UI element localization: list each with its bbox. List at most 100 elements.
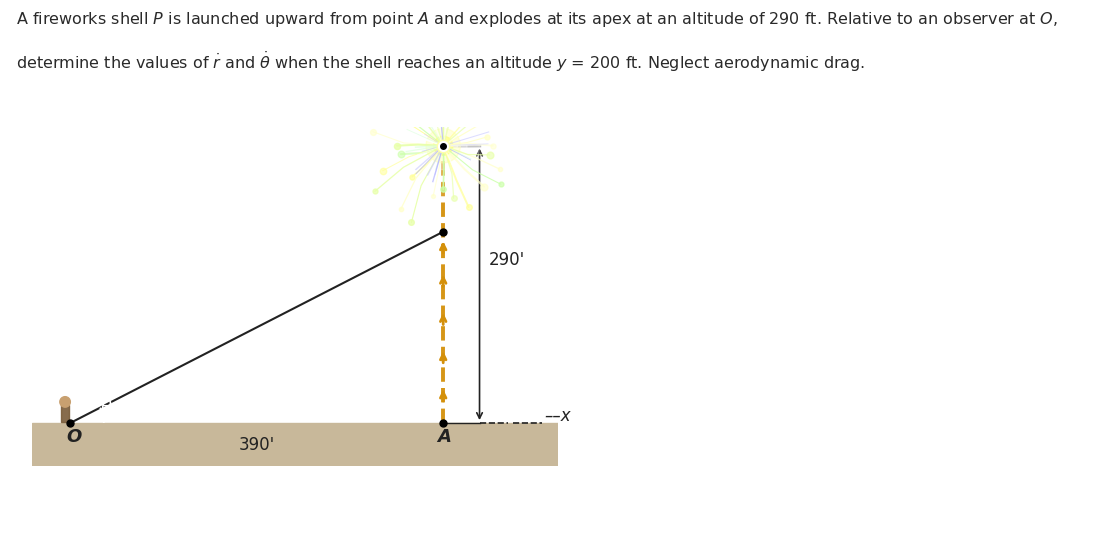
Point bbox=[371, 290, 389, 299]
Point bbox=[279, 340, 297, 349]
Point bbox=[410, 286, 427, 295]
Point bbox=[345, 235, 363, 244]
Point bbox=[408, 248, 426, 257]
Point bbox=[480, 150, 498, 159]
Point bbox=[214, 316, 231, 325]
Point bbox=[392, 205, 410, 214]
Point bbox=[346, 256, 364, 265]
Point bbox=[192, 248, 209, 257]
Point bbox=[390, 97, 407, 106]
Point bbox=[403, 172, 421, 181]
Point bbox=[446, 280, 464, 288]
Point bbox=[108, 200, 126, 209]
Point bbox=[248, 214, 266, 223]
Point bbox=[418, 405, 436, 414]
Circle shape bbox=[420, 122, 467, 169]
Point bbox=[380, 145, 397, 154]
Point bbox=[58, 369, 75, 378]
Point bbox=[306, 309, 323, 318]
Point bbox=[87, 359, 105, 368]
Point bbox=[494, 358, 511, 367]
Point bbox=[175, 291, 193, 300]
Point bbox=[265, 151, 282, 160]
Point bbox=[490, 164, 508, 173]
Point bbox=[32, 157, 50, 166]
Point bbox=[344, 364, 362, 373]
Point bbox=[366, 187, 384, 196]
Point bbox=[514, 149, 531, 158]
Point bbox=[391, 309, 408, 318]
Point bbox=[247, 140, 265, 149]
Point bbox=[515, 392, 532, 401]
Point bbox=[185, 251, 203, 260]
Point bbox=[136, 332, 154, 341]
Point bbox=[40, 193, 58, 202]
Text: O: O bbox=[66, 428, 82, 446]
Point bbox=[312, 350, 330, 359]
Point bbox=[423, 338, 441, 347]
Point bbox=[142, 190, 159, 199]
Point bbox=[434, 184, 452, 193]
Point bbox=[441, 249, 458, 258]
Point bbox=[169, 404, 187, 413]
Circle shape bbox=[434, 136, 453, 155]
Point bbox=[73, 225, 91, 234]
Point bbox=[360, 129, 377, 138]
Circle shape bbox=[426, 129, 461, 163]
Point bbox=[445, 194, 463, 203]
Circle shape bbox=[407, 110, 479, 182]
Point bbox=[92, 389, 110, 397]
Bar bbox=[32, 423, 558, 466]
Point bbox=[362, 159, 380, 168]
Point bbox=[363, 385, 381, 394]
Point bbox=[417, 100, 435, 108]
Point bbox=[219, 176, 237, 184]
Point bbox=[510, 326, 528, 335]
Point bbox=[462, 77, 479, 86]
Text: y: y bbox=[43, 203, 54, 221]
Point bbox=[145, 145, 163, 154]
Point bbox=[180, 182, 198, 191]
Point bbox=[423, 376, 441, 385]
Point bbox=[416, 153, 434, 162]
Text: ––x: ––x bbox=[545, 407, 571, 425]
Point bbox=[263, 245, 281, 254]
Point bbox=[99, 410, 116, 419]
Point bbox=[462, 100, 479, 109]
Point bbox=[75, 191, 93, 200]
Point bbox=[260, 389, 278, 398]
Circle shape bbox=[391, 93, 496, 198]
Bar bbox=[61, 405, 70, 422]
Text: A fireworks shell $P$ is launched upward from point $A$ and explodes at its apex: A fireworks shell $P$ is launched upward… bbox=[17, 10, 1058, 29]
Point bbox=[258, 335, 276, 344]
Point bbox=[518, 209, 536, 218]
Text: A: A bbox=[437, 428, 452, 446]
Point bbox=[128, 177, 146, 186]
Point bbox=[351, 328, 369, 337]
Point bbox=[60, 208, 77, 217]
Point bbox=[459, 339, 477, 348]
Point bbox=[420, 222, 437, 231]
Point bbox=[377, 103, 395, 112]
Point bbox=[250, 366, 268, 375]
Point bbox=[308, 158, 325, 167]
Point bbox=[179, 372, 197, 381]
Point bbox=[434, 80, 452, 89]
Point bbox=[123, 410, 141, 419]
Point bbox=[412, 406, 430, 415]
Text: 390': 390' bbox=[239, 435, 275, 454]
Text: determine the values of $\dot{r}$ and $\dot{\theta}$ when the shell reaches an a: determine the values of $\dot{r}$ and $\… bbox=[17, 50, 866, 74]
Point bbox=[85, 194, 103, 203]
Point bbox=[478, 132, 496, 141]
Text: r: r bbox=[204, 298, 213, 317]
Point bbox=[404, 96, 422, 105]
Point bbox=[93, 139, 111, 148]
Text: P: P bbox=[453, 215, 464, 233]
Point bbox=[379, 136, 396, 145]
Point bbox=[389, 141, 406, 150]
Point bbox=[377, 347, 395, 356]
Point bbox=[362, 256, 380, 265]
Point bbox=[126, 273, 144, 282]
Point bbox=[262, 321, 280, 330]
Point bbox=[484, 141, 501, 150]
